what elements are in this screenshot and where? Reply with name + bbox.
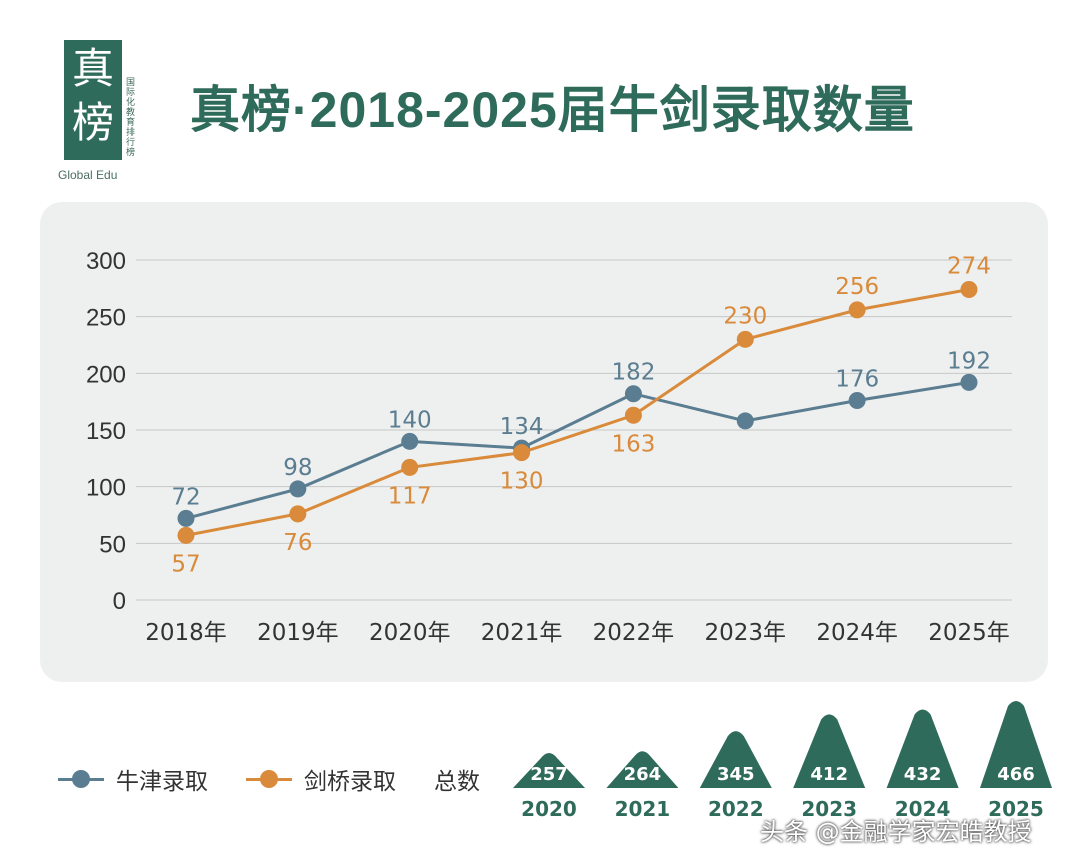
legend-label-oxford: 牛津录取 (116, 769, 208, 795)
legend-item-cambridge: 剑桥录取 (246, 762, 396, 796)
data-label-cambridge: 163 (611, 431, 655, 457)
total-value-label: 412 (810, 764, 848, 785)
data-label-oxford: 182 (611, 360, 655, 386)
data-point (848, 301, 866, 319)
brand-logo: 真 榜 国际化教育排行榜 Global Edu (58, 40, 142, 182)
data-point (177, 509, 195, 527)
logo-box (64, 40, 122, 160)
series-line-1 (185, 287, 970, 537)
data-point (624, 406, 642, 424)
data-point (960, 373, 978, 391)
data-point (624, 385, 642, 403)
x-tick-label: 2019年 (257, 620, 339, 646)
totals-label: 总数 (434, 769, 480, 795)
data-point (736, 412, 754, 430)
total-year-label: 2025 (988, 797, 1044, 821)
data-label-oxford: 98 (283, 455, 312, 481)
x-tick-label: 2025年 (928, 620, 1010, 646)
y-tick-label: 250 (86, 305, 126, 332)
chart-panel: 0 50 100 150 200 250 300 2018年 2019年 2020年 2021年 20… (40, 202, 1048, 682)
data-point (960, 280, 978, 298)
y-tick-label: 200 (86, 361, 126, 388)
y-tick-label: 300 (86, 248, 126, 275)
logo-char-2: 榜 (71, 98, 114, 147)
data-label-cambridge: 256 (835, 274, 879, 300)
total-year-label: 2023 (801, 797, 857, 821)
total-triangle (513, 753, 585, 788)
total-year-label: 2020 (521, 797, 577, 821)
y-tick-label: 0 (113, 588, 126, 615)
data-label-cambridge: 117 (388, 483, 432, 509)
total-year-label: 2022 (708, 797, 764, 821)
data-point (401, 458, 419, 476)
data-label-cambridge: 274 (947, 253, 991, 279)
data-point (401, 432, 419, 450)
data-label-oxford: 176 (835, 367, 879, 393)
y-tick-label: 50 (99, 531, 126, 558)
legend-marker-oxford (58, 769, 104, 789)
legend-label-cambridge: 剑桥录取 (304, 769, 396, 795)
data-point (513, 444, 531, 462)
total-value-label: 345 (717, 764, 755, 785)
data-label-cambridge: 130 (500, 469, 544, 495)
page-title: 真榜·2018-2025届牛剑录取数量 (190, 82, 915, 138)
data-point (848, 392, 866, 410)
data-label-cambridge: 57 (171, 551, 200, 577)
logo-english: Global Edu (58, 168, 118, 182)
line-chart: 0 50 100 150 200 250 300 2018年 2019年 2020年 2021年 20… (86, 248, 1012, 646)
total-value-label: 432 (904, 764, 942, 785)
series-line-0 (185, 380, 970, 520)
y-tick-label: 100 (86, 475, 126, 502)
data-label-cambridge: 230 (723, 303, 767, 329)
total-triangle (793, 714, 866, 788)
total-year-label: 2024 (895, 797, 951, 821)
total-value-label: 257 (530, 764, 568, 785)
x-tick-label: 2024年 (816, 620, 898, 646)
total-year-label: 2021 (615, 797, 671, 821)
x-tick-label: 2018年 (145, 620, 227, 646)
total-triangle (886, 709, 959, 788)
x-tick-label: 2021年 (481, 620, 563, 646)
watermark-text: 头条 @金融学家宏皓教授 (760, 818, 1032, 846)
logo-char-1: 真 (71, 44, 114, 93)
data-point (289, 480, 307, 498)
data-point (177, 526, 195, 544)
x-tick-label: 2023年 (705, 620, 787, 646)
total-triangle (699, 731, 772, 788)
legend-item-oxford: 牛津录取 (58, 762, 208, 796)
totals-chart: 257 2020 264 2021 345 2022 412 2023 432 2024 466 20… (513, 701, 1052, 821)
data-label-oxford: 140 (388, 407, 432, 433)
x-tick-label: 2020年 (369, 620, 451, 646)
x-tick-label: 2022年 (593, 620, 675, 646)
logo-subtitle: 国际化教育排行榜 (126, 78, 136, 158)
legend-marker-cambridge (246, 769, 292, 789)
chart-legend: 牛津录取 剑桥录取 总数 (58, 762, 480, 796)
data-point (289, 505, 307, 523)
data-label-oxford: 192 (947, 348, 991, 374)
total-value-label: 264 (624, 764, 662, 785)
y-tick-label: 150 (86, 418, 126, 445)
total-triangle (980, 701, 1052, 788)
data-point (736, 330, 754, 348)
total-triangle (606, 751, 679, 788)
data-label-cambridge: 76 (283, 530, 312, 556)
data-label-oxford: 72 (171, 484, 200, 510)
total-value-label: 466 (997, 764, 1035, 785)
data-label-oxford: 134 (500, 414, 544, 440)
